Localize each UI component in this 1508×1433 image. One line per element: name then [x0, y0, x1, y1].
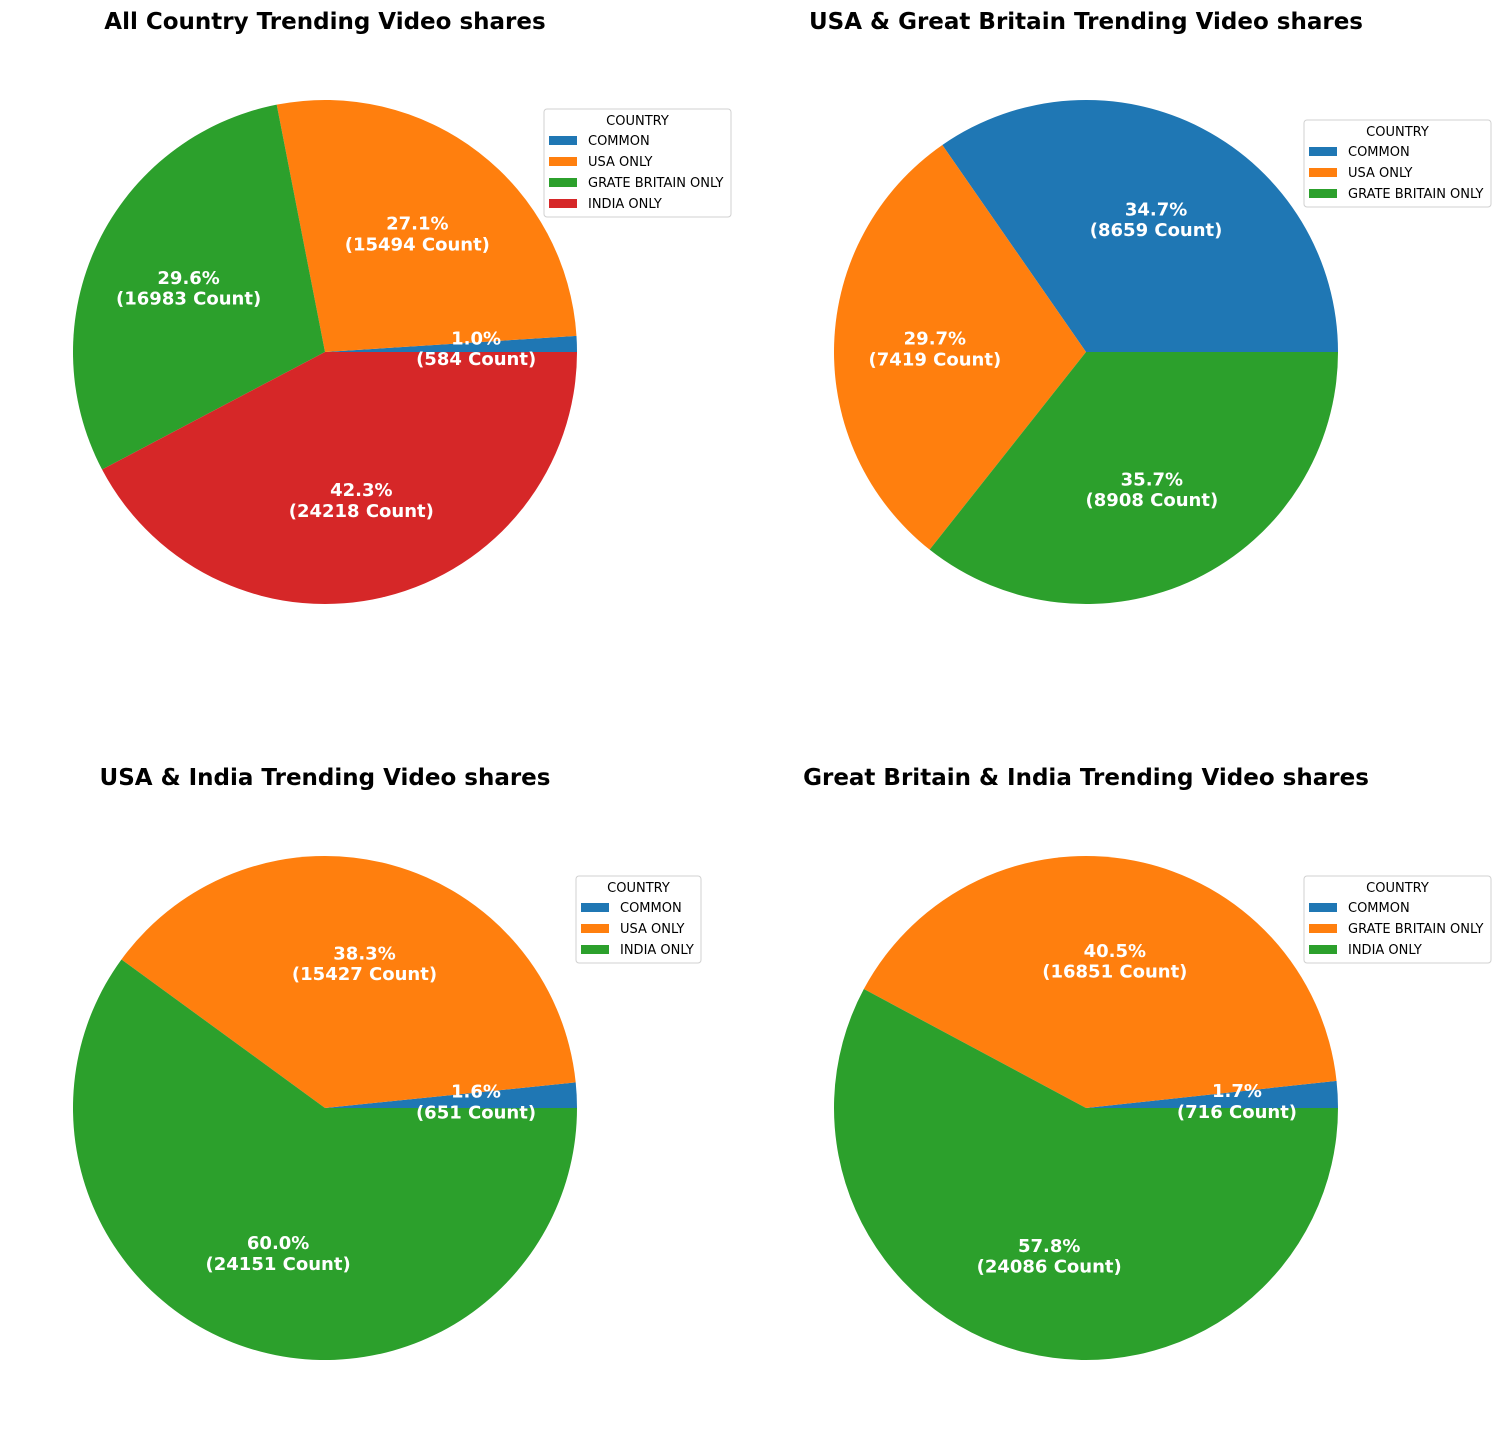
slice-data-label: 34.7% (8659 Count)	[1090, 199, 1223, 241]
legend-title: COUNTRY	[607, 881, 670, 896]
legend-item-label: INDIA ONLY	[620, 943, 694, 958]
pie-chart-2: USA & Great Britain Trending Video share…	[809, 9, 1492, 605]
legend-swatch	[1309, 147, 1337, 156]
pie-slice-common	[942, 100, 1338, 353]
legend-swatch	[1309, 189, 1337, 198]
pie-slice-grate-britain-only	[863, 855, 1337, 1108]
slice-data-label: 42.3% (24218 Count)	[289, 480, 434, 522]
chart-title: USA & India Trending Video shares	[100, 765, 551, 791]
legend-swatch	[581, 903, 609, 912]
slice-data-label: 57.8% (24086 Count)	[977, 1236, 1122, 1278]
chart-legend: COUNTRY COMMON USA ONLY INDIA ONLY	[575, 875, 702, 964]
slice-data-label: 1.0% (584 Count)	[416, 328, 536, 370]
legend-title: COUNTRY	[1366, 125, 1429, 140]
legend-title: COUNTRY	[606, 114, 669, 129]
pie-slice-grate-britain-only	[929, 352, 1338, 605]
chart-title: Great Britain & India Trending Video sha…	[803, 765, 1369, 791]
legend-item-label: COMMON	[1348, 901, 1410, 916]
chart-legend: COUNTRY COMMON USA ONLY GRATE BRITAIN ONLY	[1303, 119, 1492, 208]
slice-data-label: 35.7% (8908 Count)	[1086, 469, 1219, 511]
pie-slice-usa-only	[834, 144, 1086, 550]
legend-item-label: COMMON	[620, 901, 682, 916]
pie-slice-usa-only	[276, 99, 577, 352]
pie-slice-common	[1086, 1080, 1338, 1108]
pie-chart-3: USA & India Trending Video shares 1.6% (65…	[73, 765, 702, 1361]
legend-swatch	[581, 924, 609, 933]
pie-chart-1: All Country Trending Video shares 1.0% (58…	[72, 9, 732, 605]
legend-item-label: COMMON	[1348, 145, 1410, 160]
slice-data-label: 29.7% (7419 Count)	[869, 329, 1002, 371]
legend-swatch	[549, 136, 577, 145]
slice-data-label: 1.7% (716 Count)	[1177, 1081, 1297, 1123]
legend-item-label: USA ONLY	[620, 922, 685, 937]
legend-item-label: GRATE BRITAIN ONLY	[1348, 187, 1484, 202]
slice-data-label: 27.1% (15494 Count)	[345, 214, 490, 256]
legend-item-label: INDIA ONLY	[588, 197, 662, 212]
slice-data-label: 60.0% (24151 Count)	[206, 1233, 351, 1275]
pie-slice-india-only	[834, 989, 1338, 1360]
legend-item-label: GRATE BRITAIN ONLY	[1348, 922, 1484, 937]
legend-swatch	[549, 157, 577, 166]
legend-title: COUNTRY	[1366, 881, 1429, 896]
legend-swatch	[1309, 168, 1337, 177]
legend-swatch	[1309, 903, 1337, 912]
pie-slice-common	[325, 335, 577, 352]
pie-slice-india-only	[73, 959, 577, 1361]
legend-item-label: GRATE BRITAIN ONLY	[588, 176, 724, 191]
slice-data-label: 29.6% (16983 Count)	[116, 268, 261, 310]
legend-item-label: USA ONLY	[588, 155, 653, 170]
slice-data-label: 40.5% (16851 Count)	[1042, 941, 1187, 983]
slice-data-label: 38.3% (15427 Count)	[292, 943, 437, 985]
legend-swatch	[549, 178, 577, 187]
pie-slice-common	[325, 1082, 577, 1108]
legend-item-label: INDIA ONLY	[1348, 943, 1422, 958]
legend-swatch	[1309, 924, 1337, 933]
chart-title: All Country Trending Video shares	[104, 9, 545, 35]
legend-swatch	[581, 945, 609, 954]
pie-slice-usa-only	[121, 856, 576, 1108]
legend-swatch	[1309, 945, 1337, 954]
legend-item-label: USA ONLY	[1348, 166, 1413, 181]
pie-chart-4: Great Britain & India Trending Video sha…	[803, 765, 1492, 1360]
chart-legend: COUNTRY COMMON GRATE BRITAIN ONLY INDIA ONL…	[1303, 875, 1492, 964]
slice-data-label: 1.6% (651 Count)	[416, 1082, 536, 1124]
pie-slice-grate-britain-only	[72, 104, 325, 470]
legend-swatch	[549, 199, 577, 208]
legend-item-label: COMMON	[588, 134, 650, 149]
pie-slice-india-only	[102, 352, 577, 605]
chart-title: USA & Great Britain Trending Video share…	[809, 9, 1363, 35]
chart-legend: COUNTRY COMMON USA ONLY GRATE BRITAIN ONLY I…	[543, 108, 732, 218]
